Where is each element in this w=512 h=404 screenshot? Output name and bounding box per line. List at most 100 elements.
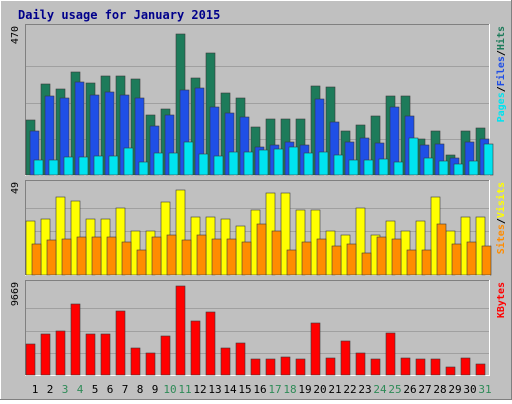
pages-files-hits-bar-pages-20 bbox=[318, 151, 329, 176]
legend-entry-visits: Visits bbox=[495, 182, 507, 218]
pages-files-hits-legend: Pages/Files/Hits bbox=[495, 26, 507, 122]
pages-files-hits-bar-pages-28 bbox=[438, 160, 449, 176]
kbytes-ymax-label: 9669 bbox=[10, 282, 21, 306]
pages-files-hits-bar-pages-5 bbox=[93, 155, 104, 176]
pages-files-hits-bar-pages-3 bbox=[63, 156, 74, 176]
pages-files-hits-bar-pages-14 bbox=[228, 151, 239, 176]
x-tick-label-6: 6 bbox=[107, 383, 114, 396]
pages-files-hits-bar-pages-18 bbox=[288, 146, 299, 176]
x-tick-label-21: 21 bbox=[328, 383, 341, 396]
visits-sites-bar-sites-16 bbox=[256, 223, 267, 276]
kbytes-bar-kbytes-4 bbox=[70, 303, 81, 376]
x-tick-label-26: 26 bbox=[403, 383, 416, 396]
visits-sites-bar-sites-3 bbox=[61, 238, 72, 276]
visits-sites-bar-visits-23 bbox=[355, 207, 366, 276]
visits-sites-bar-sites-12 bbox=[196, 234, 207, 276]
kbytes-bar-kbytes-7 bbox=[115, 310, 126, 376]
pages-files-hits-bar-pages-13 bbox=[213, 155, 224, 176]
legend-entry-pages: Pages bbox=[496, 92, 507, 122]
pages-files-hits-bar-pages-7 bbox=[123, 147, 134, 176]
visits-sites-bar-sites-30 bbox=[466, 241, 477, 276]
legend-entry-separator: / bbox=[496, 86, 507, 92]
visits-sites-bar-sites-29 bbox=[451, 243, 462, 276]
visits-sites-bar-sites-7 bbox=[121, 241, 132, 276]
kbytes-legend: KBytes bbox=[496, 282, 507, 318]
kbytes-bar-kbytes-6 bbox=[100, 333, 111, 376]
kbytes-bar-kbytes-25 bbox=[385, 332, 396, 376]
pages-files-hits-bar-pages-17 bbox=[273, 148, 284, 176]
kbytes-bar-kbytes-19 bbox=[295, 358, 306, 376]
x-tick-label-20: 20 bbox=[313, 383, 326, 396]
legend-entry-separator: / bbox=[496, 50, 507, 56]
pages-files-hits-bar-pages-29 bbox=[453, 163, 464, 176]
x-tick-labels: 1 2 3 4 5 6 7 8 9 10 11 12 13 14 15 16 17 18 19 20 21 22 23 24 2… bbox=[32, 383, 492, 396]
x-tick-label-23: 23 bbox=[358, 383, 371, 396]
x-tick-label-18: 18 bbox=[283, 383, 296, 396]
visits-sites-bar-sites-9 bbox=[151, 236, 162, 276]
visits-sites-bar-sites-23 bbox=[361, 252, 372, 276]
visits-sites-bar-sites-1 bbox=[31, 243, 42, 276]
pages-files-hits-bar-pages-31 bbox=[483, 143, 494, 176]
kbytes-bar-kbytes-12 bbox=[190, 320, 201, 376]
kbytes-bar-kbytes-21 bbox=[325, 357, 336, 376]
legend-entry-hits: Hits bbox=[495, 26, 507, 50]
x-tick-label-5: 5 bbox=[92, 383, 99, 396]
pages-files-hits-bar-pages-16 bbox=[258, 149, 269, 176]
pages-files-hits-bar-pages-22 bbox=[348, 159, 359, 176]
pages-files-hits-bar-pages-24 bbox=[378, 158, 389, 176]
x-tick-label-29: 29 bbox=[448, 383, 461, 396]
legend-entry-separator: / bbox=[496, 218, 507, 224]
visits-sites-bar-sites-14 bbox=[226, 238, 237, 276]
kbytes-bar-kbytes-31 bbox=[475, 363, 486, 376]
visits-sites-bar-visits-27 bbox=[415, 220, 426, 276]
kbytes-bar-kbytes-9 bbox=[145, 352, 156, 376]
x-tick-label-1: 1 bbox=[32, 383, 39, 396]
kbytes-bar-kbytes-30 bbox=[460, 357, 471, 376]
kbytes-bar-kbytes-27 bbox=[415, 358, 426, 376]
pages-files-hits-bar-pages-1 bbox=[33, 159, 44, 176]
x-tick-label-4: 4 bbox=[77, 383, 84, 396]
kbytes-bar-kbytes-2 bbox=[40, 333, 51, 376]
legend-entry-sites: Sites bbox=[495, 224, 507, 254]
kbytes-bar-kbytes-8 bbox=[130, 347, 141, 376]
x-tick-label-9: 9 bbox=[152, 383, 159, 396]
visits-sites-bar-sites-2 bbox=[46, 239, 57, 276]
visits-sites-bar-sites-22 bbox=[346, 243, 357, 276]
visits-sites-bar-sites-15 bbox=[241, 241, 252, 276]
pages-files-hits-bar-pages-19 bbox=[303, 152, 314, 176]
visits-sites-bar-sites-26 bbox=[406, 249, 417, 276]
visits-sites-bar-sites-11 bbox=[181, 239, 192, 276]
chart-title: Daily usage for January 2015 bbox=[18, 8, 220, 22]
x-tick-label-30: 30 bbox=[463, 383, 476, 396]
x-tick-label-27: 27 bbox=[418, 383, 431, 396]
x-tick-label-11: 11 bbox=[178, 383, 191, 396]
pages-files-hits-bar-pages-25 bbox=[393, 161, 404, 176]
kbytes-bar-kbytes-22 bbox=[340, 340, 351, 376]
visits-sites-bar-sites-24 bbox=[376, 236, 387, 276]
x-tick-label-15: 15 bbox=[238, 383, 251, 396]
kbytes-bar-kbytes-26 bbox=[400, 357, 411, 376]
pages-files-hits-ymax-label: 470 bbox=[10, 26, 21, 44]
kbytes-bar-kbytes-29 bbox=[445, 366, 456, 376]
pages-files-hits-bar-pages-30 bbox=[468, 160, 479, 176]
kbytes-bar-kbytes-3 bbox=[55, 330, 66, 376]
x-tick-label-7: 7 bbox=[122, 383, 129, 396]
x-tick-label-31: 31 bbox=[478, 383, 491, 396]
pages-files-hits-bar-pages-26 bbox=[408, 137, 419, 176]
x-tick-label-17: 17 bbox=[268, 383, 281, 396]
pages-files-hits-bar-pages-4 bbox=[78, 156, 89, 176]
pages-files-hits-bar-pages-6 bbox=[108, 155, 119, 176]
x-tick-label-19: 19 bbox=[298, 383, 311, 396]
kbytes-bar-kbytes-20 bbox=[310, 322, 321, 376]
kbytes-bar-kbytes-15 bbox=[235, 342, 246, 376]
x-tick-label-24: 24 bbox=[373, 383, 387, 396]
visits-sites-bar-sites-19 bbox=[301, 241, 312, 276]
pages-files-hits-bar-pages-11 bbox=[183, 141, 194, 176]
visits-sites-bar-sites-5 bbox=[91, 236, 102, 276]
x-tick-label-3: 3 bbox=[62, 383, 69, 396]
legend-entry-files: Files bbox=[495, 56, 507, 86]
visits-sites-bar-visits-11 bbox=[175, 189, 186, 276]
